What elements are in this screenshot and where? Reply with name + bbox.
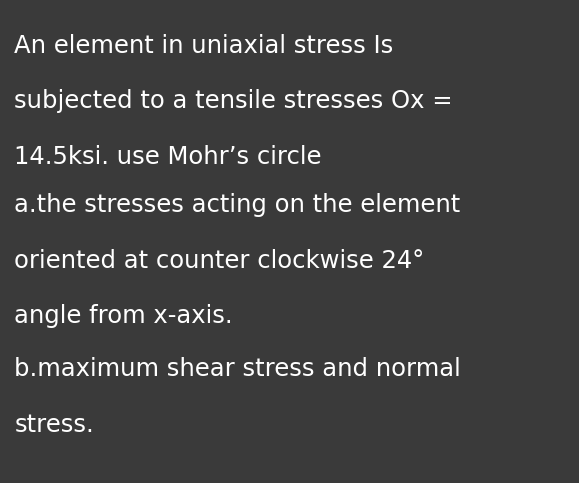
Text: a.the stresses acting on the element: a.the stresses acting on the element — [14, 193, 461, 217]
Text: subjected to a tensile stresses Ox =: subjected to a tensile stresses Ox = — [14, 89, 453, 114]
Text: oriented at counter clockwise 24°: oriented at counter clockwise 24° — [14, 249, 425, 273]
Text: An element in uniaxial stress Is: An element in uniaxial stress Is — [14, 34, 394, 58]
Text: stress.: stress. — [14, 413, 94, 437]
Text: 14.5ksi. use Mohr’s circle: 14.5ksi. use Mohr’s circle — [14, 145, 322, 169]
Text: b.maximum shear stress and normal: b.maximum shear stress and normal — [14, 357, 461, 382]
Text: angle from x-axis.: angle from x-axis. — [14, 304, 233, 328]
